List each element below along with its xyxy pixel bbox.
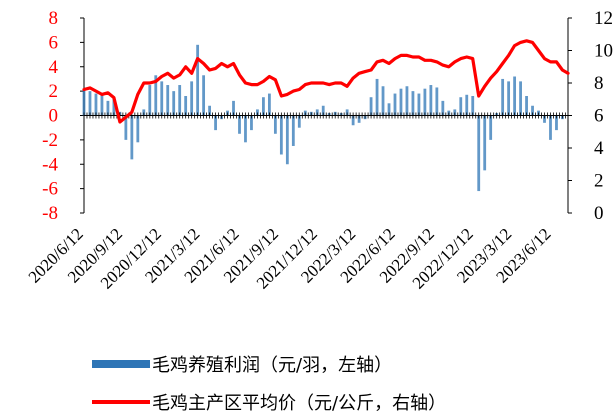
profit-bar [190, 81, 194, 116]
profit-bar [154, 75, 158, 116]
profit-bar [405, 86, 409, 116]
legend-bar-swatch [92, 360, 150, 368]
profit-bar [411, 91, 415, 116]
profit-bar [423, 88, 427, 116]
profit-bar [465, 94, 469, 116]
profit-bar [130, 115, 134, 160]
left-tick-label: 2 [49, 81, 59, 102]
right-tick-label: 4 [594, 138, 604, 159]
right-tick-label: 8 [594, 73, 604, 94]
left-tick-label: 6 [49, 32, 59, 53]
profit-bar [453, 109, 457, 116]
profit-bar [88, 91, 92, 116]
profit-bar [477, 115, 481, 192]
profit-bar [399, 88, 403, 116]
profit-bar [136, 115, 140, 143]
profit-bar [238, 115, 241, 134]
profit-bar [369, 97, 373, 116]
profit-bar [106, 100, 110, 116]
left-axis: 8 6 4 2 0 -2 -4 -6 -8 [42, 8, 85, 224]
profit-bar [543, 115, 546, 123]
profit-bar [285, 115, 289, 165]
profit-bar [429, 85, 433, 116]
profit-bar [375, 78, 379, 116]
profit-bar [256, 109, 259, 116]
profit-bar [387, 103, 391, 116]
profit-bar [267, 93, 271, 116]
profit-bar [507, 81, 511, 116]
profit-bar [202, 75, 206, 116]
left-tick-label: 8 [49, 8, 59, 29]
profit-bar [459, 97, 463, 116]
profit-bar [555, 115, 558, 131]
left-tick-label: 4 [49, 57, 59, 78]
profit-bar [100, 94, 104, 116]
price-line [82, 39, 570, 124]
profit-bar [196, 44, 200, 116]
profit-bar [417, 93, 421, 116]
profit-bar [279, 115, 283, 155]
profit-bar [489, 115, 493, 140]
profit-bar [441, 100, 445, 116]
left-tick-label: 0 [49, 106, 59, 127]
price-series-line [82, 39, 570, 124]
profit-bar [232, 100, 235, 116]
profit-bar [112, 97, 116, 116]
profit-bar [381, 86, 385, 116]
x-axis: 2020/6/122020/9/122020/12/122021/3/12202… [25, 112, 568, 293]
profit-bar [525, 96, 528, 116]
left-tick-label: -4 [42, 154, 58, 175]
legend-label-price: 毛鸡主产区平均价（元/公斤，右轴） [152, 393, 447, 414]
profit-bar [315, 109, 319, 116]
profit-bar [184, 96, 188, 116]
profit-bar [244, 115, 247, 143]
profit-bar [321, 105, 325, 116]
profit-bar [208, 105, 211, 116]
profit-bar [82, 88, 86, 116]
profit-bar [124, 115, 128, 140]
right-tick-label: 0 [594, 203, 604, 224]
profit-bars [82, 44, 564, 192]
profit-bar [273, 115, 277, 134]
profit-bar [513, 76, 517, 116]
profit-bar [357, 115, 361, 123]
right-tick-label: 6 [594, 106, 604, 127]
profit-bar [166, 85, 170, 116]
legend-line-swatch [92, 400, 150, 404]
left-tick-label: -2 [42, 130, 58, 151]
profit-bar [435, 87, 439, 116]
profit-bar [549, 115, 552, 140]
profit-bar [501, 78, 505, 116]
right-tick-label: 2 [594, 171, 604, 192]
legend-item-profit: 毛鸡养殖利润（元/羽，左轴） [92, 352, 392, 376]
profit-bar [250, 115, 253, 131]
profit-bar [148, 85, 152, 116]
profit-bar [345, 109, 349, 116]
right-tick-label: 10 [594, 41, 613, 62]
profit-bar [178, 85, 182, 116]
profit-bar [519, 81, 522, 116]
right-axis: 12 10 8 6 4 2 0 [567, 8, 613, 224]
profit-bar [160, 81, 164, 116]
profit-bar [297, 115, 301, 128]
profit-bar [483, 115, 487, 171]
legend-label-profit: 毛鸡养殖利润（元/羽，左轴） [152, 355, 393, 376]
profit-bar [471, 96, 475, 116]
profit-bar [291, 115, 295, 146]
left-tick-label: -6 [42, 179, 58, 200]
profit-bar [172, 91, 176, 116]
right-tick-label: 12 [594, 8, 613, 29]
profit-bar [351, 115, 355, 126]
profit-bar [531, 105, 534, 116]
left-tick-label: -8 [42, 203, 58, 224]
profit-bar [262, 97, 265, 116]
profit-bar [142, 109, 146, 116]
profit-bar [393, 93, 397, 116]
profit-bar [94, 93, 98, 116]
profit-bar [214, 115, 217, 131]
legend-item-price: 毛鸡主产区平均价（元/公斤，右轴） [92, 390, 446, 414]
